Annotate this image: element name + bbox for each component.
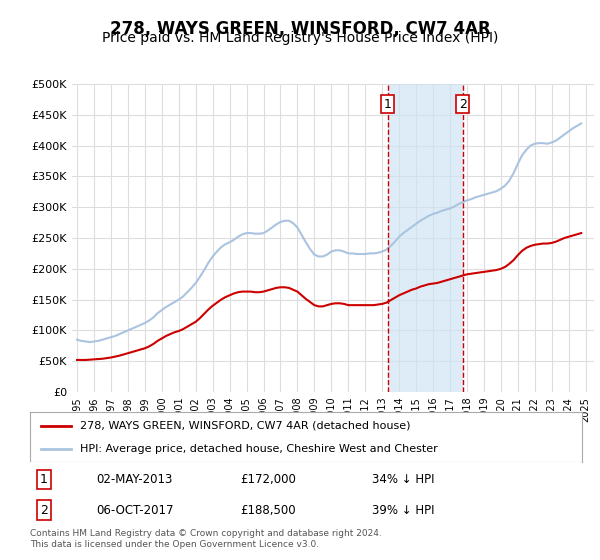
- Text: 278, WAYS GREEN, WINSFORD, CW7 4AR (detached house): 278, WAYS GREEN, WINSFORD, CW7 4AR (deta…: [80, 421, 410, 431]
- Bar: [388, 84, 463, 392]
- Text: 2: 2: [459, 97, 467, 110]
- Text: 278, WAYS GREEN, WINSFORD, CW7 4AR: 278, WAYS GREEN, WINSFORD, CW7 4AR: [110, 20, 490, 38]
- Text: 1: 1: [40, 473, 48, 486]
- Text: £172,000: £172,000: [240, 473, 296, 486]
- Text: 39% ↓ HPI: 39% ↓ HPI: [372, 503, 435, 516]
- Text: 1: 1: [384, 97, 392, 110]
- Text: £188,500: £188,500: [240, 503, 295, 516]
- Text: 34% ↓ HPI: 34% ↓ HPI: [372, 473, 435, 486]
- Text: 06-OCT-2017: 06-OCT-2017: [96, 503, 174, 516]
- Text: 2: 2: [40, 503, 48, 516]
- Text: Price paid vs. HM Land Registry's House Price Index (HPI): Price paid vs. HM Land Registry's House …: [102, 31, 498, 45]
- Text: Contains HM Land Registry data © Crown copyright and database right 2024.
This d: Contains HM Land Registry data © Crown c…: [30, 529, 382, 549]
- Text: 02-MAY-2013: 02-MAY-2013: [96, 473, 173, 486]
- Text: HPI: Average price, detached house, Cheshire West and Chester: HPI: Average price, detached house, Ches…: [80, 445, 437, 454]
